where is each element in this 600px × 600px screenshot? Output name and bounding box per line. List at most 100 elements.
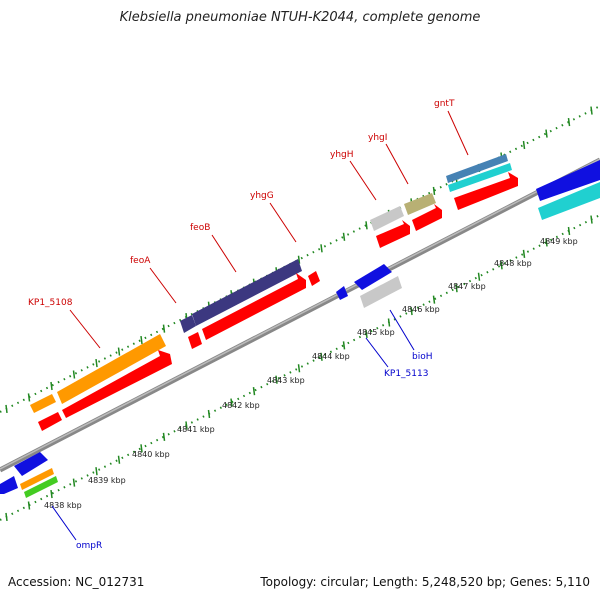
- lower-tick: [50, 489, 53, 499]
- yhgH-gray: [370, 206, 404, 231]
- lower-tick: [5, 512, 8, 522]
- lower-tick: [162, 432, 166, 441]
- upper-tick: [545, 129, 548, 138]
- yhgI-olive: [404, 193, 436, 215]
- upper-tick: [522, 140, 526, 150]
- lower-tick: [297, 364, 301, 373]
- lower-tick: [140, 444, 143, 453]
- left-blue-lower-a: [0, 476, 18, 494]
- feoA-navy: [180, 315, 196, 333]
- lower-tick: [500, 261, 503, 270]
- right-cyan-lower: [538, 182, 600, 220]
- upper-tick: [72, 370, 76, 379]
- kbp-label-4842: 4842 kbp: [222, 401, 260, 410]
- kbp-label-4839: 4839 kbp: [88, 476, 126, 485]
- upper-tick: [50, 381, 53, 391]
- lower-tick: [432, 295, 436, 304]
- genome-backbone: [0, 157, 600, 473]
- kbp-label-4841: 4841 kbp: [177, 425, 215, 434]
- gene-label-yhgI[interactable]: yhgI: [368, 133, 387, 143]
- upper-tick: [297, 255, 301, 264]
- lower-tick: [252, 387, 256, 396]
- lower-tick: [117, 455, 121, 464]
- feoA-leader: [149, 267, 177, 304]
- kp1-5113-leader: [365, 337, 389, 368]
- lower-tick: [387, 318, 391, 327]
- yhgI-red: [412, 204, 442, 231]
- kp1-5108-orange-upper-b: [57, 334, 166, 404]
- feoB-red: [202, 273, 306, 340]
- lower-tick: [545, 238, 548, 247]
- gene-label-feoA[interactable]: feoA: [130, 256, 151, 266]
- ompR-leader: [51, 505, 77, 541]
- lower-tick: [365, 329, 368, 339]
- bioH-gray: [360, 276, 402, 308]
- kbp-label-4844: 4844 kbp: [312, 352, 350, 361]
- kbp-label-4848: 4848 kbp: [494, 259, 532, 268]
- kp1-5108-red-b: [62, 350, 172, 418]
- yhgI-leader: [385, 143, 409, 185]
- lower-tick: [410, 306, 413, 316]
- lower-tick: [320, 352, 323, 361]
- lower-tick: [477, 272, 481, 281]
- yhgH-leader: [349, 160, 377, 201]
- gene-label-feoB[interactable]: feoB: [190, 223, 210, 233]
- gene-label-yhgG[interactable]: yhgG: [250, 191, 274, 201]
- gene-label-yhgH[interactable]: yhgH: [330, 150, 354, 160]
- yhgG-red: [308, 271, 320, 286]
- lower-tick: [522, 249, 526, 258]
- kbp-label-4847: 4847 kbp: [448, 282, 486, 291]
- kbp-label-4838: 4838 kbp: [44, 501, 82, 510]
- upper-tick: [27, 393, 31, 402]
- gntT-leader: [447, 110, 469, 156]
- gntT-cyan: [448, 163, 512, 192]
- upper-tick: [117, 347, 121, 356]
- yhgH-red: [376, 220, 410, 248]
- yhgG-leader: [269, 202, 297, 243]
- upper-tick: [432, 186, 436, 196]
- accession-text: Accession: NC_012731: [8, 575, 145, 589]
- lower-tick: [455, 284, 458, 293]
- kp1-5113-blue-small: [336, 286, 348, 300]
- feoB-navy: [192, 259, 302, 326]
- lower-tick: [185, 421, 188, 430]
- kp1-5108-leader: [69, 309, 101, 349]
- gene-label-bioH[interactable]: bioH: [412, 352, 433, 362]
- kp1-5113-blue: [354, 264, 392, 290]
- lower-kbp-ticks: [5, 215, 593, 522]
- kbp-label-4849: 4849 kbp: [540, 237, 578, 246]
- upper-tick: [5, 404, 8, 414]
- gene-label-kp1-5113[interactable]: KP1_5113: [384, 369, 428, 379]
- lower-tick: [72, 478, 76, 487]
- lower-tick: [27, 501, 31, 510]
- kp1-5108-orange-upper-a: [30, 394, 56, 413]
- kbp-label-4840: 4840 kbp: [132, 450, 170, 459]
- upper-tick: [567, 117, 571, 127]
- genome-backbone-highlight: [0, 158, 600, 470]
- gene-label-ompR[interactable]: ompR: [76, 541, 102, 551]
- feoB-leader: [211, 234, 237, 273]
- right-blue-upper: [536, 160, 600, 201]
- gntT-red: [454, 172, 518, 210]
- kp1-5108-red-a: [38, 412, 62, 431]
- gene-label-gntT[interactable]: gntT: [434, 99, 455, 109]
- upper-tick: [140, 335, 143, 345]
- feoA-red: [188, 332, 202, 349]
- lower-tick: [567, 226, 571, 236]
- upper-tick: [320, 244, 323, 253]
- upper-tick: [95, 358, 98, 368]
- lower-tick: [230, 398, 233, 407]
- gene-label-kp1-5108[interactable]: KP1_5108: [28, 298, 73, 308]
- upper-tick: [590, 106, 593, 115]
- ompR-green: [24, 476, 58, 498]
- lower-tick: [275, 375, 278, 384]
- lower-tick: [590, 215, 593, 224]
- lower-tick: [342, 341, 346, 350]
- lower-tick: [95, 467, 98, 476]
- lower-tick: [207, 409, 211, 419]
- upper-tick: [365, 221, 368, 230]
- upper-tick: [342, 232, 346, 241]
- genome-summary: Topology: circular; Length: 5,248,520 bp…: [260, 575, 590, 589]
- gntT-steel: [446, 154, 508, 183]
- kbp-label-4845: 4845 kbp: [357, 328, 395, 337]
